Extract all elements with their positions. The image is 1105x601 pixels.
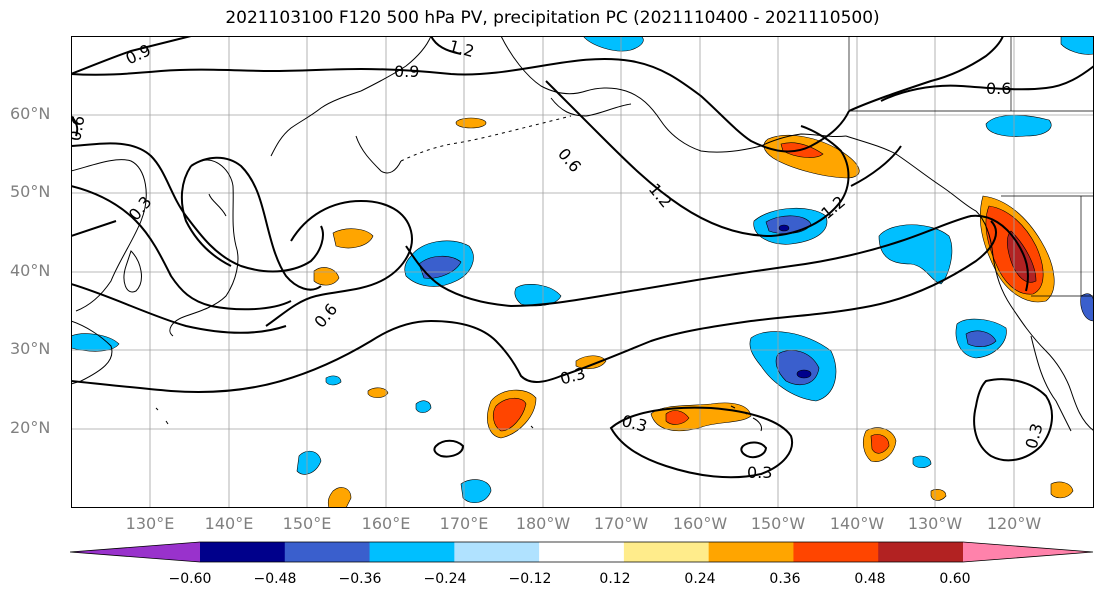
contour-label: 0.6 (986, 79, 1011, 98)
colorbar-tick-label: −0.24 (423, 571, 467, 587)
lon-label-140w: 140°W (829, 514, 885, 533)
colorbar-tick-label: −0.12 (508, 571, 552, 587)
colorbar-segment (284, 542, 371, 562)
precip-fields (71, 36, 1094, 508)
colorbar-segment (708, 542, 794, 562)
colorbar (70, 541, 1094, 563)
map-title: 2021103100 F120 500 hPa PV, precipitatio… (225, 8, 880, 28)
contour-label: 0.9 (394, 62, 419, 81)
colorbar-segment (623, 542, 710, 562)
lat-label-60n: 60°N (10, 104, 51, 123)
colorbar-tick-label: 0.60 (939, 571, 971, 587)
lon-label-180w: 180°W (515, 514, 571, 533)
colorbar-segment (793, 542, 879, 562)
colorbar-tick-label: 0.24 (684, 571, 716, 587)
lon-label-160e: 160°E (361, 514, 411, 533)
map-plot: 0.9 1.2 0.9 0.6 0.6 0.3 0.6 1.2 1.2 0.6 … (71, 36, 1094, 508)
colorbar-segments (70, 541, 1094, 563)
colorbar-tick-label: 0.36 (769, 571, 801, 587)
map-frame (71, 36, 1094, 508)
lon-label-150w: 150°W (750, 514, 806, 533)
lat-label-50n: 50°N (10, 182, 51, 201)
colorbar-extend-max (963, 542, 1093, 562)
colorbar-segment (200, 542, 286, 562)
lon-label-130w: 130°W (907, 514, 963, 533)
lon-label-130e: 130°E (125, 514, 175, 533)
colorbar-segment (369, 542, 455, 562)
colorbar-tick-label: −0.36 (338, 571, 382, 587)
lon-label-150e: 150°E (282, 514, 332, 533)
contour-label: 0.3 (747, 463, 772, 482)
lat-label-40n: 40°N (10, 261, 51, 280)
lon-label-120w: 120°W (986, 514, 1042, 533)
contour-label: 0.6 (71, 114, 88, 142)
colorbar-segment (454, 542, 540, 562)
colorbar-tick-label: −0.60 (168, 571, 212, 587)
lat-label-20n: 20°N (10, 418, 51, 437)
colorbar-segment (878, 542, 964, 562)
graticule (71, 36, 1094, 508)
lon-label-170e: 170°E (439, 514, 489, 533)
colorbar-segment (539, 542, 625, 562)
lon-label-170w: 170°W (593, 514, 649, 533)
colorbar-tick-label: 0.12 (599, 571, 631, 587)
lat-label-30n: 30°N (10, 339, 51, 358)
lon-label-160w: 160°W (672, 514, 728, 533)
colorbar-tick-label: 0.48 (854, 571, 886, 587)
colorbar-tick-label: −0.48 (253, 571, 297, 587)
pv-contours (71, 36, 1094, 479)
colorbar-extend-min (70, 542, 200, 562)
colorbar-outline (70, 541, 1094, 563)
coastlines (71, 36, 1094, 432)
lon-label-140e: 140°E (204, 514, 254, 533)
